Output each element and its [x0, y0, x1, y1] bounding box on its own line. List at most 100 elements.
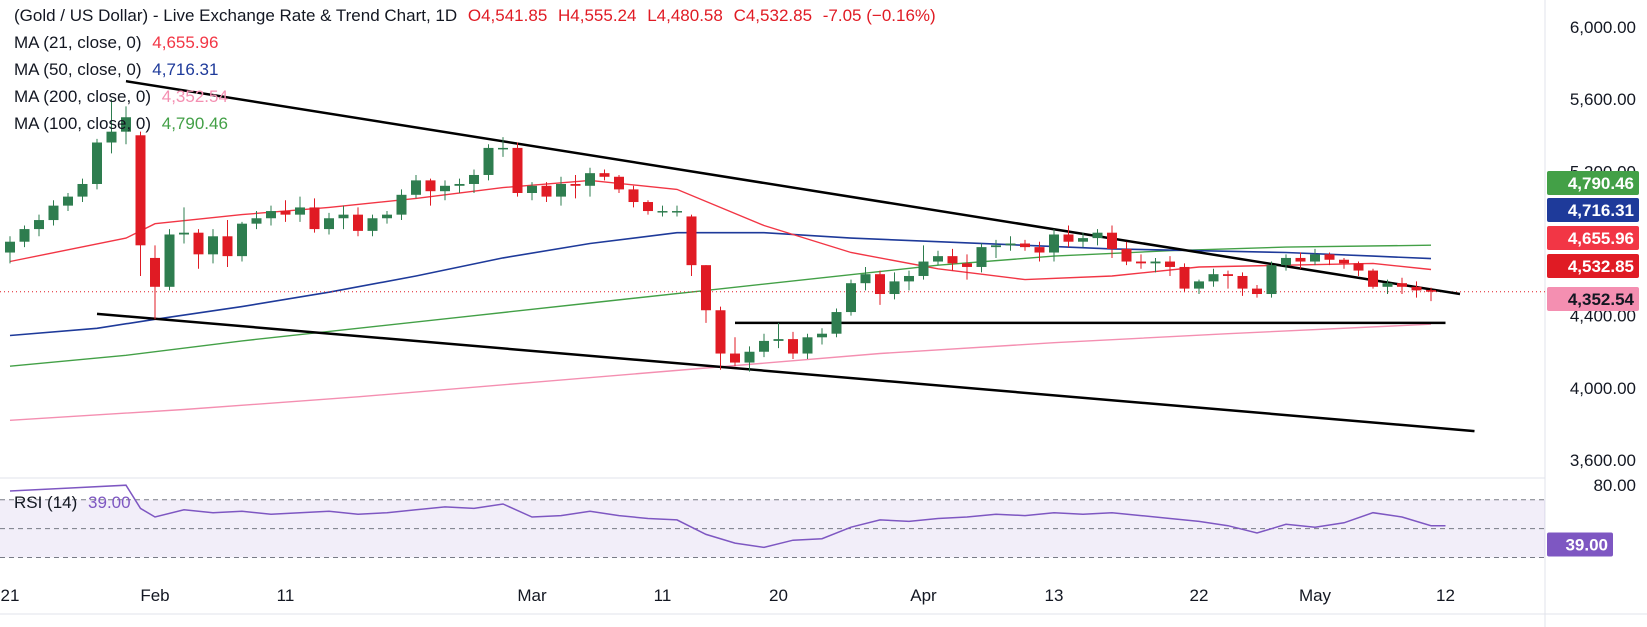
candle-down [1426, 290, 1436, 292]
candle-up [918, 261, 929, 276]
low-value: L4,480.58 [647, 6, 723, 25]
candle-down [730, 353, 740, 363]
candle-up [817, 333, 827, 338]
candle-up [483, 147, 494, 175]
candle-up [382, 214, 392, 219]
candle-down [1397, 283, 1407, 287]
candle-up [454, 183, 465, 186]
candle-up [164, 234, 175, 287]
candle-up [556, 183, 566, 197]
candle-down [1295, 257, 1306, 262]
price-tick-label: 3,600.00 [1570, 451, 1636, 470]
rsi-tick-label: 80.00 [1593, 476, 1636, 495]
ma-label: MA (50, close, 0) [14, 60, 142, 79]
candle-up [527, 185, 537, 194]
candle-up [411, 180, 421, 195]
high-value: H4,555.24 [558, 6, 637, 25]
candle-up [1078, 238, 1088, 242]
ma-value: 4,790.46 [161, 114, 228, 133]
candle-down [1223, 274, 1233, 276]
ma-legend-50[interactable]: MA (50, close, 0) 4,716.31 [14, 60, 224, 80]
candle-down [1339, 259, 1349, 264]
candle-down [1136, 261, 1146, 264]
price-label: 4,716.31 [1568, 201, 1634, 220]
candle-down [686, 216, 697, 266]
candle-up [179, 232, 189, 235]
ma21-line [9, 179, 1432, 281]
candle-up [469, 174, 479, 184]
candle-down [643, 202, 653, 212]
candle-up [1382, 283, 1393, 287]
candle-down [1324, 254, 1335, 260]
ma50-line [9, 231, 1432, 337]
ma-value: 4,352.54 [161, 87, 228, 106]
candle-up [585, 173, 595, 186]
ma-legend-21[interactable]: MA (21, close, 0) 4,655.96 [14, 33, 224, 53]
candle-up [991, 245, 1001, 248]
candle-down [1353, 263, 1364, 271]
rsi-band [0, 499, 1545, 558]
candles [5, 99, 1436, 372]
close-value: C4,532.85 [733, 6, 813, 25]
ma-label: MA (200, close, 0) [14, 87, 152, 106]
price-axis: 6,000.005,600.005,200.004,000.003,600.00… [1547, 18, 1639, 557]
time-tick-label: 22 [1190, 586, 1209, 605]
candle-up [1194, 281, 1204, 289]
candle-up [295, 207, 305, 215]
candle-up [19, 229, 30, 242]
candle-down [135, 135, 146, 246]
candle-up [846, 283, 856, 313]
chart-header: (Gold / US Dollar) - Live Exchange Rate … [14, 6, 942, 26]
ma200-line [9, 323, 1432, 421]
candle-down [1368, 270, 1378, 287]
candle-down [1411, 286, 1422, 291]
time-tick-label: Feb [140, 586, 169, 605]
price-label: 4,655.96 [1568, 229, 1634, 248]
candle-up [904, 275, 914, 282]
candle-down [875, 274, 885, 295]
candle-up [237, 223, 247, 257]
candle-down [788, 339, 798, 354]
candle-down [512, 147, 523, 194]
candle-up [672, 211, 682, 213]
candle-up [77, 183, 88, 197]
ma-legend-100[interactable]: MA (100, close, 0) 4,790.46 [14, 114, 234, 134]
price-label-bg [1547, 171, 1639, 195]
change-value: -7.05 (−0.16%) [822, 6, 936, 25]
candle-up [106, 131, 117, 143]
candle-up [63, 196, 73, 206]
price-tick-label: 6,000.00 [1570, 18, 1636, 37]
rsi-label: RSI (14) [14, 493, 78, 512]
candle-up [889, 281, 900, 295]
time-tick-label: Apr [910, 586, 937, 605]
time-tick-label: 21 [1, 586, 20, 605]
candle-up [1310, 254, 1320, 262]
candle-up [1150, 261, 1161, 264]
candle-up [1092, 232, 1103, 239]
candle-up [831, 312, 842, 334]
candle-down [628, 189, 639, 203]
candle-up [1266, 265, 1277, 295]
candle-down [962, 263, 972, 267]
candle-down [1063, 234, 1074, 242]
candle-down [1034, 247, 1045, 253]
rsi-line [9, 484, 1446, 549]
candle-down [309, 207, 320, 230]
time-tick-label: 13 [1045, 586, 1064, 605]
candle-up [1005, 243, 1016, 246]
candle-up [251, 218, 262, 224]
price-tick-label: 5,600.00 [1570, 90, 1636, 109]
ma-legend-200[interactable]: MA (200, close, 0) 4,352.54 [14, 87, 234, 107]
candle-down [280, 211, 291, 215]
candle-up [5, 241, 15, 253]
candle-down [947, 256, 958, 264]
time-tick-label: May [1299, 586, 1332, 605]
candle-up [367, 218, 378, 231]
price-label-bg [1547, 287, 1639, 311]
trendline-upper [125, 79, 1461, 296]
candle-up [1281, 257, 1291, 266]
candle-up [1208, 274, 1219, 282]
rsi-label-bg [1547, 532, 1613, 557]
rsi-legend[interactable]: RSI (14) 39.00 [14, 493, 131, 513]
